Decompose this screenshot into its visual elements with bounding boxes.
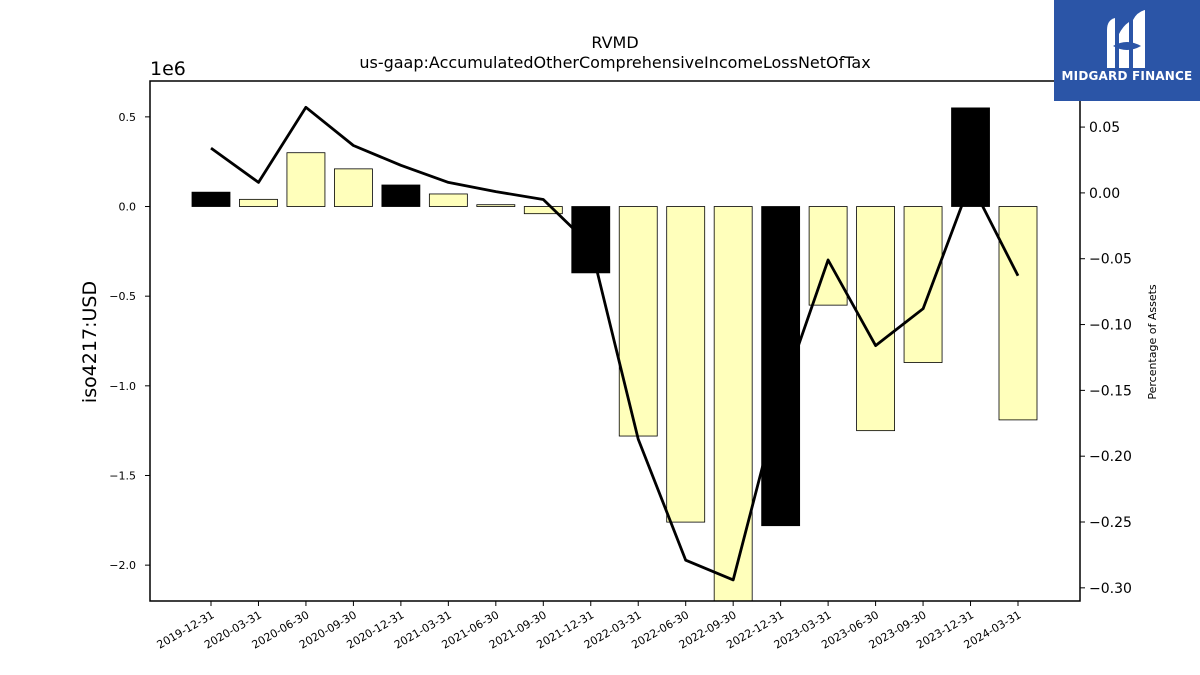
bar [618, 206, 658, 437]
y-tick-label: 0.0 [119, 201, 137, 214]
bar [571, 206, 611, 274]
plot-frame [149, 80, 1081, 602]
bar [476, 204, 516, 207]
y-tick-label: −1.0 [109, 380, 136, 393]
bar [239, 198, 278, 207]
y2-tick-label: −0.05 [1089, 252, 1132, 268]
bar [951, 107, 990, 207]
bar [286, 152, 326, 207]
line-layer [210, 105, 1020, 582]
bar [523, 206, 563, 215]
bar [903, 206, 943, 363]
y2-axis: 0.05 0.00 −0.05 −0.10 −0.15 −0.20 −0.25 −0.30 [1080, 120, 1132, 597]
chart-title: RVMD [591, 33, 638, 52]
bar [713, 206, 753, 602]
bar [666, 206, 706, 523]
y2-tick-label: 0.00 [1089, 186, 1120, 202]
y-tick-label: −0.5 [109, 290, 136, 303]
y2-tick-label: −0.15 [1089, 383, 1132, 399]
logo-mark-icon [1107, 10, 1145, 68]
y-axis: 0.5 0.0 −0.5 −1.0 −1.5 −2.0 [109, 111, 150, 572]
bar [381, 184, 421, 207]
y2-tick-label: 0.05 [1089, 120, 1120, 136]
y2-axis-label: Percentage of Assets [1146, 284, 1159, 400]
y2-tick-label: −0.20 [1089, 449, 1132, 465]
chart-subtitle: us-gaap:AccumulatedOtherComprehensiveInc… [359, 53, 870, 72]
y-axis-label: iso4217:USD [79, 281, 101, 403]
percentage-line [210, 105, 1020, 582]
midgard-finance-logo: MIDGARD FINANCE [1054, 0, 1200, 101]
bar [998, 206, 1038, 421]
y-axis-offset-label: 1e6 [150, 58, 186, 80]
bar [856, 206, 895, 432]
y2-tick-label: −0.30 [1089, 581, 1132, 597]
bars-layer [191, 107, 1038, 602]
bar [808, 206, 848, 306]
y-tick-label: −2.0 [109, 559, 136, 572]
logo-text: MIDGARD FINANCE [1061, 69, 1193, 83]
y-tick-label: 0.5 [119, 111, 137, 124]
bar [761, 206, 801, 527]
y-tick-label: −1.5 [109, 469, 136, 482]
bar [334, 168, 373, 207]
bar [191, 191, 231, 207]
bar [428, 193, 468, 207]
x-axis: 2019-12-312020-03-312020-06-302020-09-30… [155, 601, 1024, 652]
y2-tick-label: −0.25 [1089, 515, 1132, 531]
y2-tick-label: −0.10 [1089, 318, 1132, 334]
